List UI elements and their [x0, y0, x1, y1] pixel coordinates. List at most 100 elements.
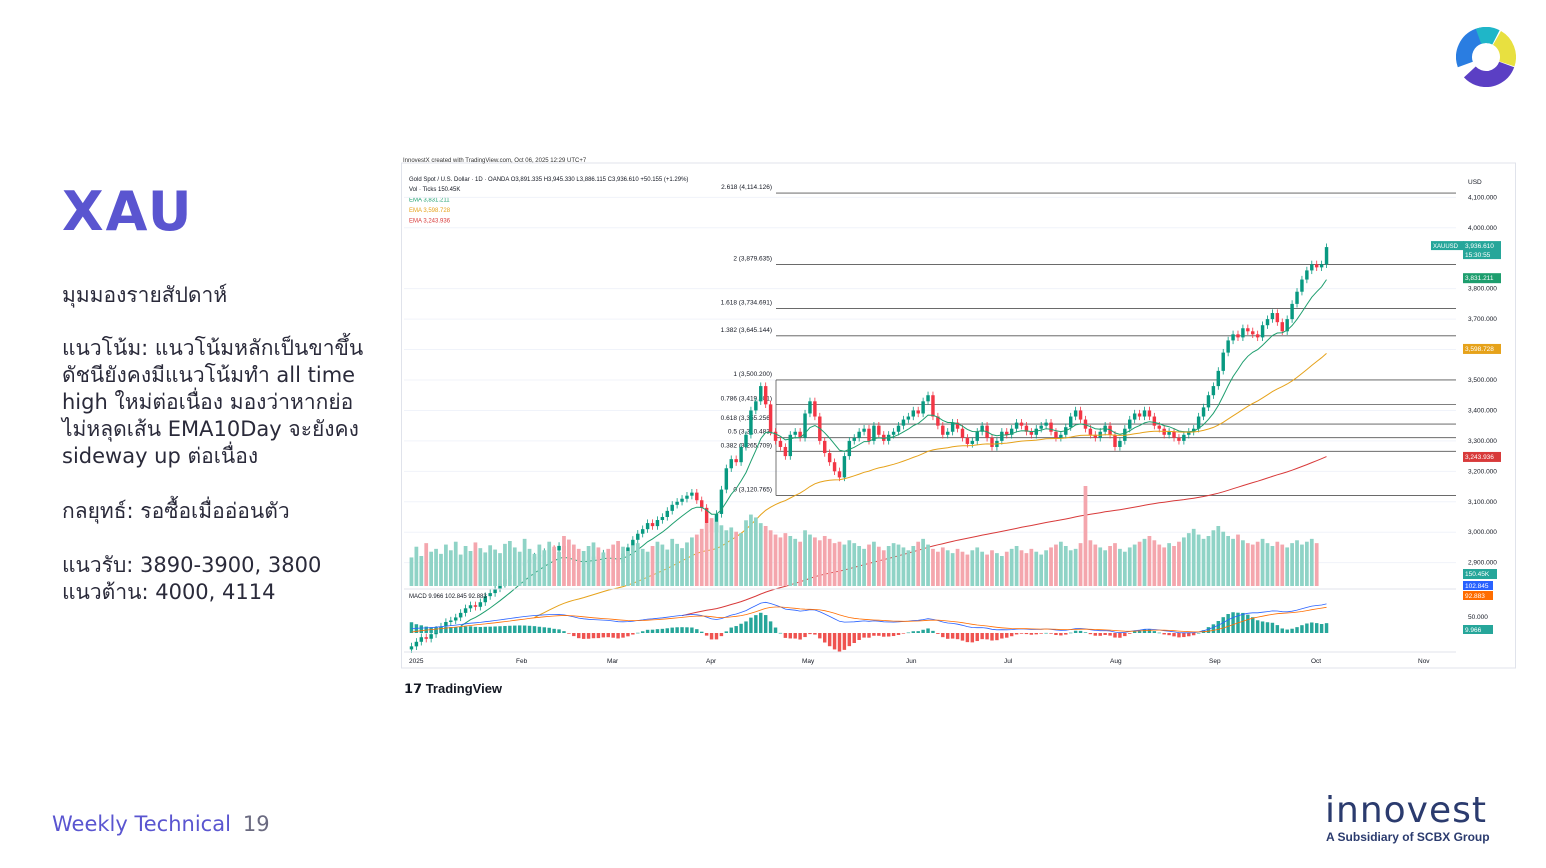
candle-body	[1054, 431, 1058, 438]
volume-bar	[429, 551, 434, 586]
macd-histogram-bar	[808, 633, 812, 635]
macd-histogram-bar	[611, 633, 615, 638]
macd-histogram-bar	[1260, 621, 1265, 633]
macd-histogram-bar	[1206, 627, 1211, 633]
volume-bar	[940, 547, 945, 586]
indicator-label: EMA 3,243.936	[409, 219, 451, 225]
macd-histogram-bar	[1319, 624, 1324, 633]
volume-bar	[822, 536, 827, 586]
volume-bar	[439, 553, 443, 586]
macd-histogram-bar	[1152, 631, 1157, 633]
candle-body	[1167, 431, 1171, 435]
macd-histogram-bar	[768, 621, 773, 633]
candle-body	[1216, 370, 1221, 387]
volume-bar	[1127, 547, 1132, 586]
volume-bar	[571, 544, 576, 586]
x-tick-label: Aug	[1110, 658, 1122, 665]
volume-bar	[532, 553, 537, 586]
macd-histogram-bar	[975, 633, 979, 642]
macd-histogram-bar	[409, 622, 414, 633]
volume-bar	[611, 544, 616, 586]
volume-bar	[547, 541, 552, 586]
price-tag-bg	[1463, 241, 1501, 260]
macd-histogram-bar	[950, 633, 955, 639]
volume-bar	[1063, 546, 1068, 586]
candle-body	[877, 425, 881, 435]
candle-body	[449, 620, 453, 623]
volume-bar	[1073, 548, 1078, 586]
x-tick-label: Sep	[1209, 658, 1221, 665]
candle-body	[1000, 431, 1004, 441]
volume-bar	[763, 526, 768, 586]
trend-line: sideway up ต่อเนื่อง	[62, 444, 259, 468]
volume-bar	[493, 549, 497, 586]
volume-bar	[995, 553, 999, 586]
macd-histogram-bar	[1241, 612, 1245, 633]
volume-bar	[714, 521, 719, 586]
x-tick-label: Feb	[516, 658, 528, 665]
candle-body	[783, 446, 788, 457]
volume-bar	[1300, 544, 1304, 586]
candle-body	[1241, 328, 1245, 338]
indicator-label: EMA 3,598.728	[409, 208, 451, 214]
candle-body	[463, 608, 468, 613]
candle-body	[773, 431, 778, 441]
candle-body	[488, 593, 492, 597]
volume-bar	[448, 550, 453, 586]
candle-body	[857, 431, 861, 438]
volume-bar	[488, 545, 493, 586]
macd-histogram-bar	[1172, 633, 1176, 637]
macd-histogram-bar	[483, 626, 487, 633]
candle-body	[1177, 437, 1181, 441]
fib-level-label: 1 (3,500.200)	[733, 371, 772, 378]
y-tick-label: 3,100.000	[1468, 499, 1497, 506]
candle-body	[1172, 431, 1176, 438]
volume-bar	[581, 551, 586, 586]
macd-line	[411, 601, 1327, 634]
candle-body	[473, 605, 478, 607]
candle-body	[1049, 422, 1053, 432]
volume-bar	[498, 553, 502, 586]
macd-histogram-bar	[1265, 622, 1270, 633]
candle-body	[1014, 422, 1019, 429]
macd-histogram-bar	[877, 633, 881, 636]
macd-histogram-bar	[773, 627, 778, 633]
volume-bar	[606, 548, 611, 586]
volume-bar	[1280, 544, 1285, 586]
macd-histogram-bar	[1068, 632, 1073, 634]
macd-histogram-bar	[960, 633, 965, 641]
brand-ring-icon	[1456, 27, 1516, 87]
macd-histogram-bar	[1231, 612, 1235, 633]
candle-body	[444, 622, 448, 627]
volume-bar	[444, 544, 448, 586]
volume-bar	[936, 551, 940, 586]
candle-body	[990, 437, 994, 447]
macd-histogram-bar	[1270, 622, 1275, 633]
candle-body	[1118, 440, 1122, 447]
candle-body	[680, 498, 684, 502]
macd-histogram-bar	[837, 633, 842, 652]
macd-histogram-bar	[1177, 633, 1181, 638]
volume-bar	[1157, 544, 1162, 586]
volume-bar	[999, 556, 1004, 586]
volume-bar	[1309, 538, 1314, 586]
macd-histogram-bar	[886, 633, 891, 637]
fib-level-label: 1.618 (3,734.691)	[721, 300, 772, 307]
volume-bar	[990, 550, 994, 586]
volume-tag-bg	[1463, 569, 1497, 579]
volume-bar	[970, 550, 975, 586]
macd-histogram-bar	[532, 626, 537, 633]
macd-tag: 9.966	[1465, 627, 1482, 634]
price-tag-value: 3,243.936	[1465, 454, 1494, 461]
volume-bar	[862, 548, 866, 586]
candle-body	[700, 500, 704, 508]
candle-body	[1310, 264, 1314, 271]
volume-bar	[690, 537, 694, 586]
volume-bar	[517, 551, 522, 586]
volume-bar	[852, 543, 857, 586]
volume-bar	[753, 517, 758, 586]
candle-body	[768, 404, 773, 432]
macd-histogram-bar	[1128, 633, 1132, 634]
macd-histogram-bar	[1211, 624, 1216, 633]
macd-histogram-bar	[444, 627, 448, 633]
